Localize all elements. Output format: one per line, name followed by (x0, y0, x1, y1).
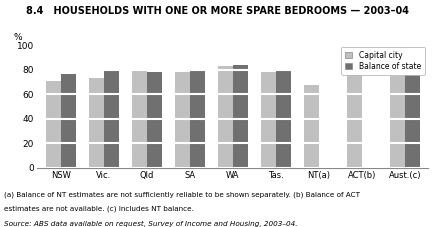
Bar (303, 85, 318, 168)
Bar (389, 76, 404, 168)
Legend: Capital city, Balance of state: Capital city, Balance of state (340, 47, 424, 75)
Bar (217, 66, 232, 168)
Bar (146, 72, 161, 168)
Bar (275, 70, 290, 168)
Bar (189, 69, 204, 168)
Bar (232, 65, 247, 168)
Bar (103, 70, 118, 168)
Bar (89, 79, 103, 168)
Bar (346, 71, 361, 168)
Bar (260, 72, 275, 168)
Bar (174, 72, 189, 168)
Text: Source: ABS data available on request, Survey of Income and Housing, 2003–04.: Source: ABS data available on request, S… (4, 221, 297, 227)
Bar (60, 74, 76, 168)
Bar (132, 70, 146, 168)
Text: (a) Balance of NT estimates are not sufficiently reliable to be shown separately: (a) Balance of NT estimates are not suff… (4, 192, 359, 198)
Text: 8.4   HOUSEHOLDS WITH ONE OR MORE SPARE BEDROOMS — 2003–04: 8.4 HOUSEHOLDS WITH ONE OR MORE SPARE BE… (26, 6, 408, 16)
Bar (404, 70, 419, 168)
Bar (46, 81, 60, 168)
Text: estimates are not available. (c) Includes NT balance.: estimates are not available. (c) Include… (4, 205, 194, 212)
Y-axis label: %: % (13, 33, 22, 42)
